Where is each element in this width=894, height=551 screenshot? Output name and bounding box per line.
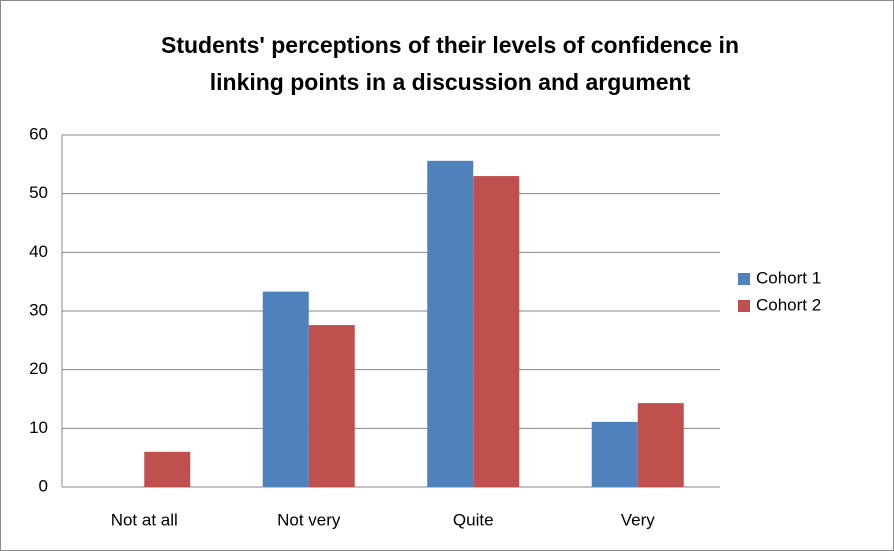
y-tick-label: 20 [29, 359, 48, 378]
bar [262, 291, 309, 487]
bar [473, 176, 520, 488]
bar [591, 421, 638, 487]
legend-label: Cohort 2 [756, 295, 821, 314]
y-tick-label: 50 [29, 183, 48, 202]
y-tick-label: 60 [29, 124, 48, 143]
y-tick-label: 0 [39, 476, 48, 495]
chart-title: linking points in a discussion and argum… [210, 69, 691, 95]
legend-swatch [738, 273, 750, 285]
x-tick-label: Not at all [111, 510, 178, 529]
bar [637, 403, 684, 487]
x-tick-label: Very [621, 510, 656, 529]
x-tick-label: Not very [277, 510, 341, 529]
bar [144, 451, 191, 487]
chart-title: Students' perceptions of their levels of… [161, 32, 739, 58]
legend-label: Cohort 1 [756, 268, 821, 287]
x-tick-label: Quite [453, 510, 494, 529]
bar [427, 160, 474, 487]
y-tick-label: 30 [29, 300, 48, 319]
legend-swatch [738, 300, 750, 312]
y-tick-label: 10 [29, 418, 48, 437]
bar [308, 325, 355, 487]
y-tick-label: 40 [29, 242, 48, 261]
